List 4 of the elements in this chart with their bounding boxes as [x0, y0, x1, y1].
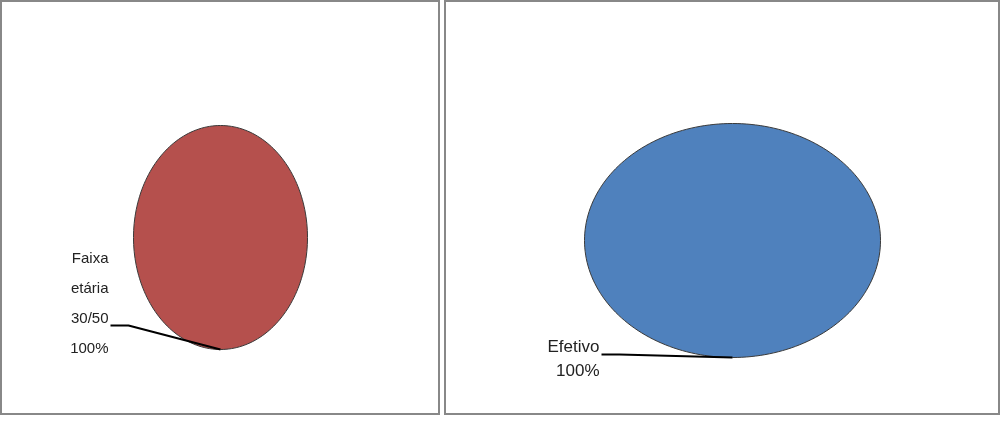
slice-label: Faixa etária 30/50 [70, 249, 110, 326]
data-label: 100% [556, 361, 600, 381]
slice-label: Efetivo [547, 336, 600, 356]
data-label: 100% [70, 338, 109, 356]
